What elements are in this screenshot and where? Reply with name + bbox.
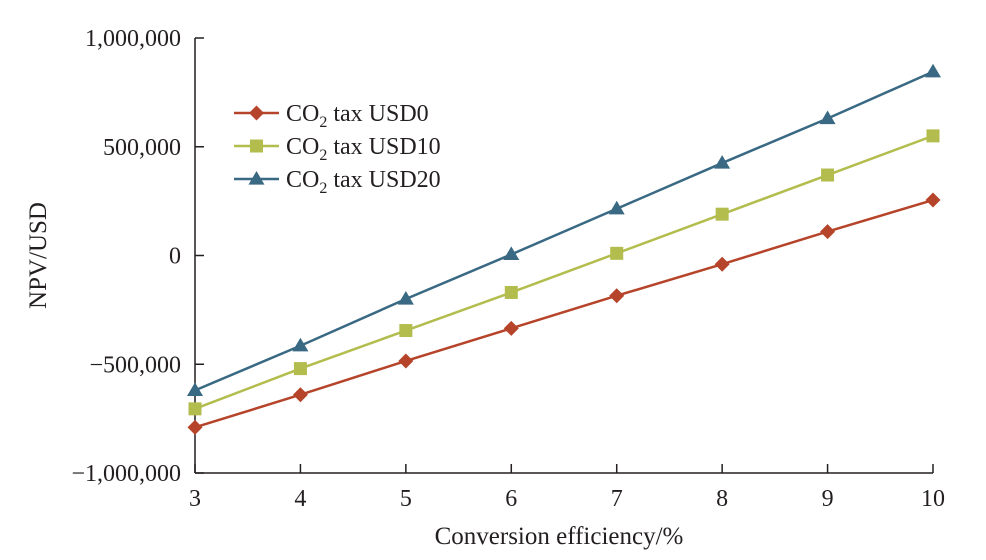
series-1: [188, 129, 940, 416]
y-axis-title: NPV/USD: [25, 202, 52, 309]
x-axis-title: Conversion efficiency/%: [435, 523, 684, 550]
data-point-marker: [609, 288, 625, 304]
legend-label-rest: tax USD0: [327, 101, 428, 127]
legend-label-main: CO: [286, 167, 319, 193]
legend-label: CO2 tax USD10: [286, 134, 441, 164]
data-point-marker: [821, 168, 835, 182]
y-tick-label: 0: [169, 244, 181, 270]
series-0: [187, 192, 941, 435]
data-point-marker: [399, 324, 413, 338]
y-tick-label: 1,000,000: [85, 26, 181, 52]
legend-label: CO2 tax USD0: [286, 101, 429, 131]
data-point-marker: [714, 256, 730, 272]
series-2: [187, 63, 941, 396]
x-tick-label: 10: [921, 486, 945, 512]
data-point-marker: [926, 129, 940, 143]
legend-entry: CO2 tax USD0: [234, 101, 429, 131]
data-point-marker: [292, 387, 308, 403]
legend-marker: [248, 171, 265, 185]
y-tick-label: 500,000: [103, 135, 181, 161]
data-point-marker: [715, 207, 729, 221]
legend-entry: CO2 tax USD20: [234, 167, 441, 197]
legend-label-subscript: 2: [319, 114, 327, 131]
data-point-marker: [292, 337, 309, 352]
data-point-marker: [925, 192, 941, 208]
data-point-marker: [820, 224, 836, 240]
legend-label: CO2 tax USD20: [286, 167, 441, 197]
series-line: [194, 198, 934, 429]
x-tick-label: 6: [505, 486, 517, 512]
data-point-marker: [714, 155, 731, 169]
legend-label-main: CO: [286, 101, 319, 127]
x-ticks: 3 4 5 6 7 8 9 10: [189, 464, 945, 512]
data-point-marker: [398, 353, 414, 369]
x-tick-label: 7: [611, 486, 623, 512]
data-point-marker: [504, 285, 518, 299]
x-tick-label: 5: [400, 486, 412, 512]
data-point-marker: [188, 402, 202, 416]
series-line: [194, 70, 934, 392]
legend-label-subscript: 2: [319, 180, 327, 197]
data-point-marker: [187, 382, 203, 396]
legend-entry: CO2 tax USD10: [234, 134, 441, 164]
data-point-marker: [610, 246, 624, 260]
legend-label-subscript: 2: [319, 147, 327, 164]
data-point-marker: [925, 63, 941, 78]
y-ticks: −1,000,000 −500,000 0 500,000 1,000,000: [71, 26, 204, 487]
y-tick-label: −500,000: [89, 352, 181, 378]
data-point-marker: [503, 246, 520, 261]
data-point-marker: [819, 110, 836, 125]
data-point-marker: [608, 200, 625, 215]
series-line: [194, 134, 934, 411]
data-point-marker: [503, 320, 519, 336]
x-tick-label: 3: [189, 486, 201, 512]
legend-marker: [249, 105, 264, 121]
data-point-marker: [293, 362, 307, 376]
data-point-marker: [397, 291, 414, 305]
x-tick-label: 9: [822, 486, 834, 512]
x-tick-label: 4: [294, 486, 306, 512]
series-layer: [187, 63, 941, 435]
data-point-marker: [187, 419, 203, 435]
legend-marker: [250, 139, 263, 153]
y-tick-label: −1,000,000: [71, 461, 181, 487]
legend-label-rest: tax USD20: [327, 167, 440, 193]
legend-label-rest: tax USD10: [327, 134, 440, 160]
x-tick-label: 8: [716, 486, 728, 512]
legend-label-main: CO: [286, 134, 319, 160]
